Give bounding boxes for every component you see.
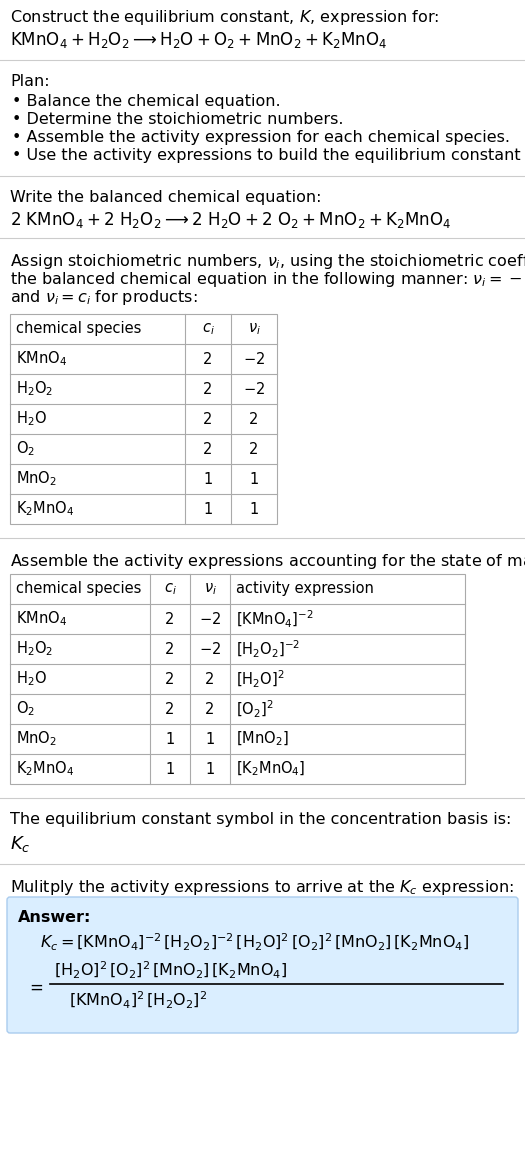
Text: $\mathrm{K_2MnO_4}$: $\mathrm{K_2MnO_4}$: [16, 499, 74, 518]
Text: • Assemble the activity expression for each chemical species.: • Assemble the activity expression for e…: [12, 130, 510, 146]
Text: $[\mathrm{MnO_2}]$: $[\mathrm{MnO_2}]$: [236, 730, 289, 748]
Text: Mulitply the activity expressions to arrive at the $K_c$ expression:: Mulitply the activity expressions to arr…: [10, 878, 514, 897]
Text: activity expression: activity expression: [236, 582, 374, 596]
Text: 1: 1: [203, 471, 213, 487]
Text: 2: 2: [203, 382, 213, 397]
Text: Construct the equilibrium constant, $K$, expression for:: Construct the equilibrium constant, $K$,…: [10, 8, 439, 27]
FancyBboxPatch shape: [7, 897, 518, 1032]
Text: 2: 2: [165, 672, 175, 687]
Text: 2: 2: [249, 441, 259, 456]
Text: 1: 1: [165, 731, 175, 746]
Text: • Balance the chemical equation.: • Balance the chemical equation.: [12, 94, 281, 109]
Text: 1: 1: [249, 471, 259, 487]
Bar: [10, 314, 277, 524]
Text: 2: 2: [205, 702, 215, 717]
Text: Assign stoichiometric numbers, $\nu_i$, using the stoichiometric coefficients, $: Assign stoichiometric numbers, $\nu_i$, …: [10, 251, 525, 271]
Text: 1: 1: [205, 731, 215, 746]
Text: 1: 1: [205, 761, 215, 776]
Text: $\mathrm{O_2}$: $\mathrm{O_2}$: [16, 700, 35, 718]
Bar: [10, 574, 465, 785]
Text: $\mathrm{H_2O_2}$: $\mathrm{H_2O_2}$: [16, 640, 53, 659]
Text: 1: 1: [249, 502, 259, 517]
Text: $-2$: $-2$: [199, 641, 221, 656]
Text: • Use the activity expressions to build the equilibrium constant expression.: • Use the activity expressions to build …: [12, 148, 525, 163]
Text: $\mathrm{K_2MnO_4}$: $\mathrm{K_2MnO_4}$: [16, 760, 74, 779]
Text: $\mathrm{H_2O_2}$: $\mathrm{H_2O_2}$: [16, 379, 53, 398]
Text: chemical species: chemical species: [16, 321, 141, 336]
Text: 2: 2: [165, 611, 175, 626]
Text: $-2$: $-2$: [243, 352, 265, 367]
Text: $\nu_i$: $\nu_i$: [247, 321, 260, 336]
Text: 2: 2: [249, 412, 259, 426]
Text: $[\mathrm{KMnO_4}]^{-2}$: $[\mathrm{KMnO_4}]^{-2}$: [236, 609, 313, 630]
Text: Answer:: Answer:: [18, 910, 91, 925]
Text: $-2$: $-2$: [199, 611, 221, 627]
Text: and $\nu_i = c_i$ for products:: and $\nu_i = c_i$ for products:: [10, 288, 197, 307]
Text: $K_c = [\mathrm{KMnO_4}]^{-2}\,[\mathrm{H_2O_2}]^{-2}\,[\mathrm{H_2O}]^{2}\,[\ma: $K_c = [\mathrm{KMnO_4}]^{-2}\,[\mathrm{…: [40, 932, 469, 953]
Text: Write the balanced chemical equation:: Write the balanced chemical equation:: [10, 190, 321, 205]
Text: 2: 2: [205, 672, 215, 687]
Text: $\mathrm{H_2O}$: $\mathrm{H_2O}$: [16, 410, 47, 428]
Text: $\mathrm{KMnO_4}$: $\mathrm{KMnO_4}$: [16, 610, 67, 629]
Text: $\mathrm{2\ KMnO_4 + 2\ H_2O_2 \longrightarrow 2\ H_2O + 2\ O_2 + MnO_2 + K_2MnO: $\mathrm{2\ KMnO_4 + 2\ H_2O_2 \longrigh…: [10, 210, 451, 230]
Text: Plan:: Plan:: [10, 74, 50, 88]
Text: 2: 2: [203, 441, 213, 456]
Text: 1: 1: [203, 502, 213, 517]
Text: $[\mathrm{O_2}]^{2}$: $[\mathrm{O_2}]^{2}$: [236, 698, 274, 719]
Text: $\mathrm{H_2O}$: $\mathrm{H_2O}$: [16, 669, 47, 688]
Text: 2: 2: [203, 412, 213, 426]
Text: $\mathrm{O_2}$: $\mathrm{O_2}$: [16, 440, 35, 459]
Text: $\mathrm{KMnO_4 + H_2O_2 \longrightarrow H_2O + O_2 + MnO_2 + K_2MnO_4}$: $\mathrm{KMnO_4 + H_2O_2 \longrightarrow…: [10, 30, 387, 50]
Text: $\mathrm{MnO_2}$: $\mathrm{MnO_2}$: [16, 730, 57, 748]
Text: $K_c$: $K_c$: [10, 833, 30, 854]
Text: $[\mathrm{H_2O}]^{2}\,[\mathrm{O_2}]^{2}\,[\mathrm{MnO_2}]\,[\mathrm{K_2MnO_4}]$: $[\mathrm{H_2O}]^{2}\,[\mathrm{O_2}]^{2}…: [54, 960, 287, 981]
Text: 2: 2: [165, 702, 175, 717]
Text: the balanced chemical equation in the following manner: $\nu_i = -c_i$ for react: the balanced chemical equation in the fo…: [10, 270, 525, 289]
Text: $\mathrm{MnO_2}$: $\mathrm{MnO_2}$: [16, 469, 57, 489]
Text: $\nu_i$: $\nu_i$: [204, 581, 216, 597]
Text: $\mathrm{KMnO_4}$: $\mathrm{KMnO_4}$: [16, 349, 67, 368]
Text: • Determine the stoichiometric numbers.: • Determine the stoichiometric numbers.: [12, 112, 343, 127]
Text: $c_i$: $c_i$: [164, 581, 176, 597]
Text: $[\mathrm{K_2MnO_4}]$: $[\mathrm{K_2MnO_4}]$: [236, 760, 306, 779]
Text: The equilibrium constant symbol in the concentration basis is:: The equilibrium constant symbol in the c…: [10, 812, 511, 826]
Text: $[\mathrm{H_2O}]^{2}$: $[\mathrm{H_2O}]^{2}$: [236, 668, 285, 689]
Text: 2: 2: [165, 641, 175, 656]
Text: 1: 1: [165, 761, 175, 776]
Text: chemical species: chemical species: [16, 582, 141, 596]
Text: $[\mathrm{KMnO_4}]^{2}\,[\mathrm{H_2O_2}]^{2}$: $[\mathrm{KMnO_4}]^{2}\,[\mathrm{H_2O_2}…: [69, 991, 207, 1012]
Text: $[\mathrm{H_2O_2}]^{-2}$: $[\mathrm{H_2O_2}]^{-2}$: [236, 638, 300, 660]
Text: 2: 2: [203, 352, 213, 367]
Text: $c_i$: $c_i$: [202, 321, 214, 336]
Text: Assemble the activity expressions accounting for the state of matter and $\nu_i$: Assemble the activity expressions accoun…: [10, 552, 525, 572]
Text: $-2$: $-2$: [243, 381, 265, 397]
Text: $=$: $=$: [26, 978, 44, 996]
